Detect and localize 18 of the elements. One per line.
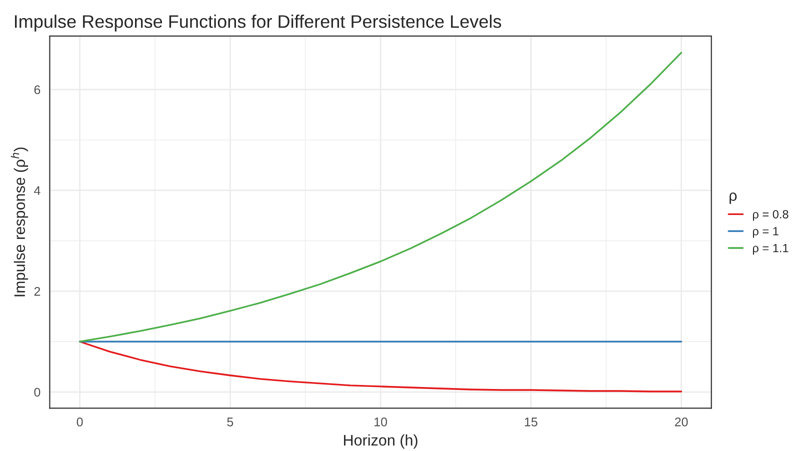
y-tick-label: 0	[34, 388, 40, 397]
legend-label: ρ = 1	[752, 227, 778, 238]
x-tick-label: 5	[227, 418, 234, 426]
chart-title: Impulse Response Functions for Different Persistence Levels	[15, 14, 502, 32]
line-series	[78, 52, 682, 342]
x-axis-title: Horizon (h)	[344, 434, 418, 449]
legend-label: ρ = 0.8	[752, 210, 788, 221]
y-tick-label: 2	[34, 286, 40, 296]
x-tick-label: 10	[374, 418, 388, 426]
legend-title: ρ	[730, 192, 737, 204]
y-tick-label: 4	[34, 186, 40, 195]
x-tick-label: 20	[674, 418, 688, 426]
y-tick-label: 6	[34, 85, 40, 94]
x-tick-label: 0	[76, 418, 83, 426]
legend-label: ρ = 1.1	[752, 244, 788, 255]
y-axis-title: Impulse response (ρ$^{h}$)	[10, 148, 28, 296]
line-series	[78, 340, 682, 392]
x-tick-label: 15	[524, 418, 538, 426]
